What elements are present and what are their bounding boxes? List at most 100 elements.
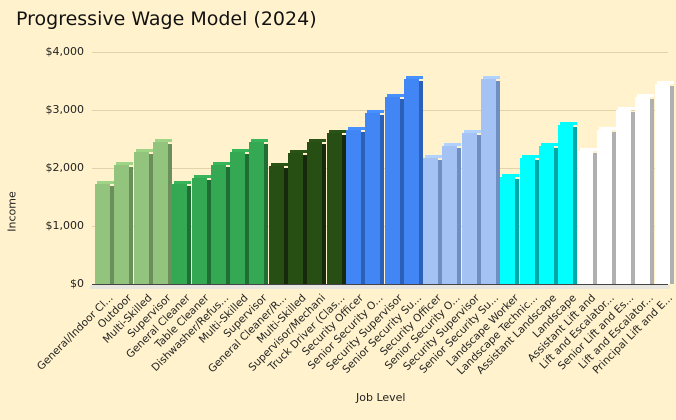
bar[interactable] — [500, 173, 520, 284]
bar-top — [425, 155, 443, 159]
bar[interactable] — [384, 93, 404, 284]
bar[interactable] — [288, 149, 307, 284]
bar-side — [496, 81, 500, 284]
bar-side — [553, 148, 558, 284]
bar[interactable] — [538, 143, 558, 284]
bar-side — [283, 167, 288, 284]
bar-side — [438, 160, 443, 284]
bar-top — [637, 94, 655, 98]
bar-side — [187, 186, 192, 284]
bar[interactable] — [403, 76, 423, 284]
bar[interactable] — [307, 139, 327, 284]
bar[interactable] — [133, 149, 153, 284]
bar[interactable] — [365, 109, 385, 284]
bar-side — [476, 135, 481, 284]
bar[interactable] — [210, 162, 230, 284]
bar-top — [386, 93, 404, 97]
x-axis-label: Job Level — [356, 391, 406, 404]
bar-top — [560, 121, 578, 125]
chart-floor — [90, 285, 670, 289]
bar-side — [206, 180, 211, 284]
bar-top — [347, 127, 365, 131]
bar-top — [656, 80, 674, 84]
bar[interactable] — [442, 142, 462, 284]
y-tick-label: $0 — [70, 277, 84, 290]
bar-side — [418, 81, 423, 284]
bar-top — [290, 149, 307, 153]
bar-side — [303, 154, 307, 284]
y-axis-label: Income — [5, 191, 19, 232]
bar-top — [97, 181, 114, 185]
bar-top — [483, 76, 500, 80]
chart-title: Progressive Wage Model (2024) — [16, 8, 317, 30]
bar[interactable] — [596, 126, 616, 284]
bar-side — [399, 98, 404, 284]
bar-side — [360, 132, 365, 284]
bar[interactable] — [345, 127, 365, 284]
bar-top — [367, 109, 385, 113]
bar-side — [148, 154, 153, 284]
bar-top — [521, 154, 539, 158]
bar-top — [309, 139, 327, 143]
y-tick-label: $3,000 — [45, 103, 85, 116]
y-tick-label: $2,000 — [45, 161, 85, 174]
bar[interactable] — [558, 121, 578, 284]
bar[interactable] — [230, 149, 250, 284]
bar-top — [193, 175, 211, 179]
bar-top — [405, 76, 423, 80]
bar-top — [270, 162, 288, 166]
bar-side — [341, 134, 346, 284]
bar-side — [110, 186, 114, 284]
x-axis-line — [92, 284, 668, 285]
bar-top — [502, 173, 520, 177]
bar-side — [534, 159, 539, 284]
gridline — [92, 52, 668, 53]
bar-top — [212, 162, 230, 166]
bar-side — [167, 144, 172, 284]
bar-side — [245, 154, 250, 284]
bar-side — [573, 126, 578, 284]
bar-side — [631, 112, 636, 284]
bar-top — [444, 142, 462, 146]
bar-top — [251, 139, 269, 143]
bar-top — [232, 149, 250, 153]
bar-top — [135, 149, 153, 153]
bar[interactable] — [172, 181, 192, 284]
bar-side — [264, 144, 269, 284]
bar-top — [154, 139, 172, 143]
y-tick-label: $4,000 — [45, 45, 85, 58]
bar-top — [618, 107, 636, 110]
y-tick-label: $1,000 — [45, 219, 85, 232]
bar[interactable] — [423, 155, 443, 284]
bar[interactable] — [326, 129, 346, 284]
bar-side — [380, 114, 385, 284]
bar-side — [611, 131, 616, 284]
bar[interactable] — [481, 76, 500, 284]
bar[interactable] — [114, 162, 134, 284]
bar-top — [463, 130, 481, 134]
bar[interactable] — [461, 130, 481, 284]
bar-top — [598, 126, 616, 130]
bar-side — [515, 178, 520, 284]
bar-top — [579, 147, 597, 151]
bar-top — [116, 162, 134, 166]
bar-side — [225, 167, 230, 284]
bar-side — [322, 144, 327, 284]
bar-side — [129, 167, 134, 284]
bar-top — [174, 181, 192, 185]
bar[interactable] — [249, 139, 269, 284]
bar-side — [457, 147, 462, 284]
bar[interactable] — [519, 154, 539, 284]
bar[interactable] — [635, 94, 655, 284]
bar[interactable] — [268, 162, 288, 284]
bar[interactable] — [152, 139, 172, 284]
bar[interactable] — [616, 107, 636, 284]
bar[interactable] — [577, 147, 597, 284]
bar[interactable] — [95, 181, 114, 284]
bar-side — [592, 152, 597, 284]
bar-side — [669, 85, 674, 284]
bar[interactable] — [654, 80, 674, 284]
bar-top — [328, 129, 346, 133]
bar-side — [650, 99, 655, 284]
bar[interactable] — [191, 175, 211, 284]
